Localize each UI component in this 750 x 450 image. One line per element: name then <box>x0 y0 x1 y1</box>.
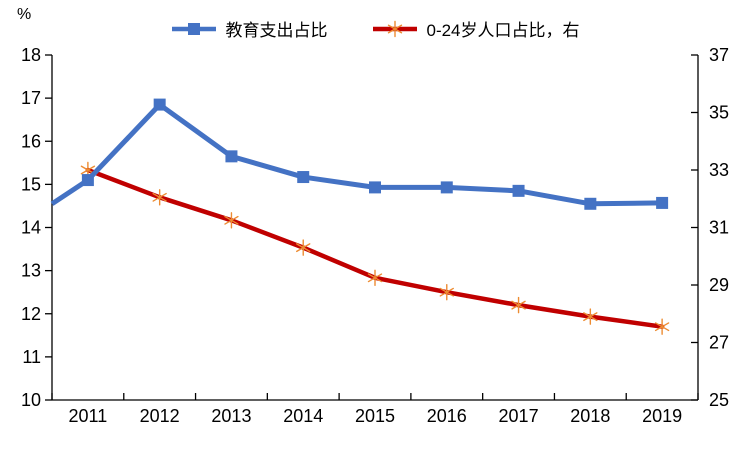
square-marker-icon <box>584 197 597 210</box>
right-axis-tick-label: 25 <box>709 390 729 410</box>
x-axis-tick-label: 2011 <box>69 406 108 426</box>
right-axis-tick-label: 33 <box>709 160 729 180</box>
x-axis-tick-label: 2017 <box>499 406 539 426</box>
left-axis-tick-label: 16 <box>21 131 41 151</box>
star-marker-icon <box>224 212 239 229</box>
legend: 教育支出占比 0-24岁人口占比，右 <box>0 16 750 41</box>
star-marker-icon <box>654 318 670 335</box>
x-axis-tick-label: 2016 <box>427 406 467 426</box>
right-axis-tick-label: 29 <box>709 275 729 295</box>
square-marker-icon <box>153 98 166 111</box>
left-axis-tick-label: 10 <box>21 390 41 410</box>
left-axis-tick-label: 17 <box>21 88 41 108</box>
x-axis-tick-label: 2012 <box>140 406 180 426</box>
legend-item-education: 教育支出占比 <box>170 16 327 41</box>
left-axis-tick-label: 12 <box>21 304 41 324</box>
star-marker-icon <box>152 189 167 206</box>
square-marker-icon <box>369 181 381 194</box>
left-axis-unit-label: % <box>17 6 32 23</box>
star-marker-icon <box>388 20 403 37</box>
square-marker-icon <box>656 196 669 209</box>
legend-line-square-icon <box>172 22 217 35</box>
square-marker-icon <box>81 174 94 187</box>
left-axis-tick-label: 15 <box>21 174 41 194</box>
right-axis-tick-label: 35 <box>709 103 729 123</box>
star-marker-icon <box>367 269 383 287</box>
legend-label-population: 0-24岁人口占比，右 <box>426 21 580 40</box>
square-marker-icon <box>225 150 238 163</box>
star-marker-icon <box>439 283 454 301</box>
square-marker-icon <box>440 181 453 194</box>
x-axis-tick-label: 2013 <box>211 406 251 426</box>
right-axis-tick-label: 27 <box>709 333 729 353</box>
left-axis-tick-label: 18 <box>21 45 41 65</box>
x-axis-tick-label: 2014 <box>283 406 323 426</box>
square-marker-icon <box>297 171 310 184</box>
x-axis-tick-label: 2018 <box>570 406 610 426</box>
x-axis-tick-label: 2015 <box>355 406 395 426</box>
x-axis-tick-label: 2019 <box>642 406 682 426</box>
series-education-line <box>50 98 669 210</box>
right-axis-tick-label: 31 <box>709 218 729 238</box>
star-marker-icon <box>511 296 526 314</box>
square-marker-icon <box>512 184 525 197</box>
right-axis-tick-label: 37 <box>709 45 729 65</box>
axes <box>45 54 699 401</box>
series-population-line <box>80 161 670 335</box>
legend-label-education: 教育支出占比 <box>225 21 328 40</box>
left-axis-tick-label: 11 <box>22 347 41 367</box>
legend-line-star-icon <box>373 20 418 37</box>
left-axis-tick-label: 14 <box>21 218 41 238</box>
star-marker-icon <box>583 308 598 325</box>
star-marker-icon <box>296 239 311 256</box>
legend-item-population: 0-24岁人口占比，右 <box>371 16 580 41</box>
left-axis-tick-label: 13 <box>21 261 41 281</box>
